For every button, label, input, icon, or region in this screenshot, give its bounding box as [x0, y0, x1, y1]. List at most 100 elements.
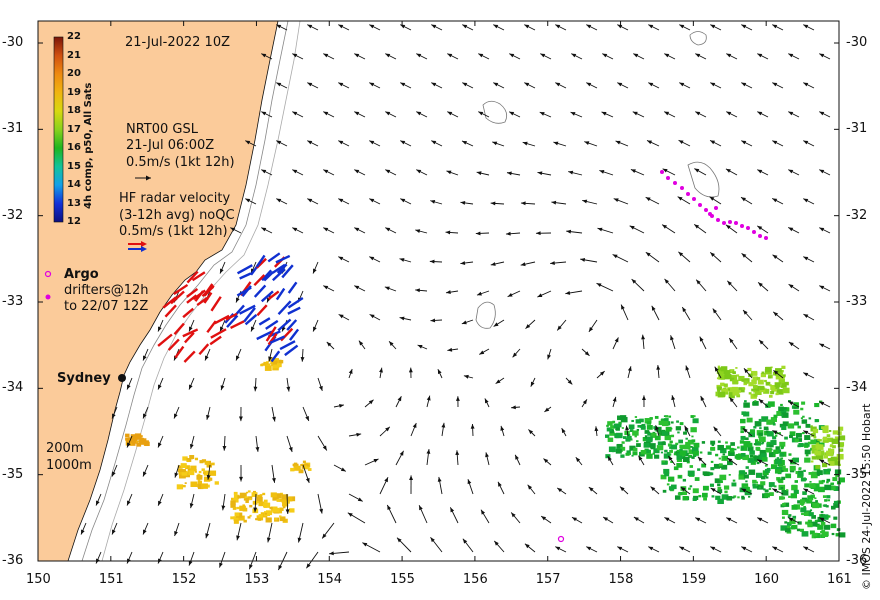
- gsl-arrowhead: [238, 416, 243, 422]
- gsl-arrowhead: [515, 454, 519, 460]
- sst-pixel: [674, 495, 681, 500]
- gsl-arrowhead: [431, 24, 437, 29]
- sst-pixel: [817, 524, 824, 530]
- sst-pixel: [824, 499, 828, 502]
- sst-pixel: [245, 500, 249, 503]
- gsl-arrowhead: [158, 442, 162, 448]
- sst-pixel: [279, 515, 282, 518]
- gsl-arrowhead: [480, 509, 486, 515]
- sst-pixel: [780, 487, 784, 490]
- sst-pixel: [302, 460, 306, 464]
- sst-pixel: [703, 497, 707, 501]
- gsl-arrowhead: [463, 374, 469, 379]
- radar-arrow: [272, 268, 286, 282]
- sst-pixel: [838, 477, 845, 483]
- y-tick-label: -30: [2, 35, 24, 50]
- sst-pixel: [838, 532, 846, 538]
- sst-pixel: [606, 424, 609, 427]
- sst-pixel: [618, 421, 622, 425]
- sst-pixel: [717, 489, 723, 494]
- sst-pixel: [683, 431, 687, 435]
- sst-pixel: [268, 358, 272, 361]
- gsl-arrowhead: [645, 252, 651, 257]
- sst-pixel: [197, 478, 201, 482]
- gsl-arrowhead: [647, 140, 653, 145]
- sst-pixel: [274, 518, 278, 521]
- sst-pixel: [837, 442, 844, 448]
- sst-pixel: [794, 480, 798, 483]
- sst-pixel: [615, 427, 620, 431]
- gsl-arrowhead: [245, 140, 251, 145]
- sst-pixel: [646, 425, 653, 430]
- drifter-position: [673, 181, 677, 185]
- sst-pixel: [813, 483, 820, 489]
- sst-pixel: [194, 471, 197, 473]
- radar-arrow: [280, 327, 294, 342]
- gsl-arrowhead: [462, 538, 468, 544]
- sst-pixel: [748, 392, 752, 395]
- y-tick-label-right: -34: [846, 380, 868, 396]
- sst-pixel: [791, 504, 798, 510]
- sst-pixel: [698, 494, 702, 498]
- gsl-arrowhead: [803, 430, 809, 435]
- sst-pixel: [779, 496, 784, 500]
- gsl-arrowhead: [594, 426, 599, 432]
- gsl-arrowhead: [385, 111, 391, 116]
- drifters-legend-line2: to 22/07 12Z: [64, 299, 149, 314]
- sst-pixel: [773, 414, 778, 418]
- gsl-arrowhead: [339, 403, 344, 408]
- gsl-arrowhead: [292, 227, 298, 232]
- sst-pixel: [764, 464, 768, 467]
- sst-pixel: [809, 530, 815, 535]
- sst-pixel: [775, 431, 778, 435]
- sst-pixel: [230, 500, 236, 505]
- radar-arrow: [186, 270, 199, 284]
- gsl-arrowhead: [695, 111, 701, 116]
- gsl-arrowhead: [522, 141, 528, 146]
- radar-arrow: [279, 340, 296, 351]
- sst-pixel: [264, 365, 272, 371]
- gsl-arrowhead: [588, 487, 594, 492]
- sst-pixel: [780, 385, 784, 388]
- sst-pixel: [719, 480, 723, 483]
- sst-pixel: [185, 465, 190, 470]
- sst-pixel: [821, 426, 825, 429]
- sst-pixel: [707, 451, 712, 455]
- gsl-arrowhead: [551, 200, 557, 205]
- gsl-arrowhead: [632, 111, 638, 116]
- sst-pixel: [664, 449, 668, 453]
- sst-pixel: [729, 377, 735, 382]
- radar-arrow: [210, 296, 222, 312]
- gsl-arrowhead: [188, 560, 193, 566]
- gsl-arrowhead: [307, 82, 313, 87]
- gsl-arrowhead: [219, 562, 223, 568]
- sst-pixel: [778, 465, 786, 472]
- sst-pixel: [231, 497, 235, 501]
- gsl-arrowhead: [713, 426, 718, 432]
- gsl-arrowhead: [399, 450, 404, 456]
- sst-pixel: [747, 446, 754, 452]
- sst-pixel: [770, 464, 778, 470]
- gsl-arrowhead: [441, 422, 446, 428]
- y-tick-label-right: -30: [846, 35, 868, 50]
- gsl-legend-line2: 21-Jul 06:00Z: [126, 138, 215, 153]
- sst-pixel: [800, 528, 804, 532]
- sst-pixel: [139, 437, 145, 442]
- sst-pixel: [792, 457, 799, 463]
- seamount: [475, 301, 496, 329]
- gsl-arrowhead: [729, 338, 734, 343]
- sst-pixel: [767, 431, 774, 437]
- sst-pixel: [715, 495, 721, 500]
- sst-pixel: [676, 463, 683, 468]
- sst-pixel: [775, 368, 782, 374]
- sst-pixel: [666, 452, 670, 455]
- gsl-arrowhead: [695, 517, 701, 522]
- sst-pixel: [827, 499, 830, 502]
- sst-pixel: [764, 430, 770, 436]
- gsl-arrowhead: [338, 198, 344, 203]
- sst-pixel: [791, 484, 797, 489]
- gsl-arrowhead: [535, 231, 541, 236]
- argo-float-marker[interactable]: [557, 535, 565, 543]
- sst-pixel: [758, 432, 763, 437]
